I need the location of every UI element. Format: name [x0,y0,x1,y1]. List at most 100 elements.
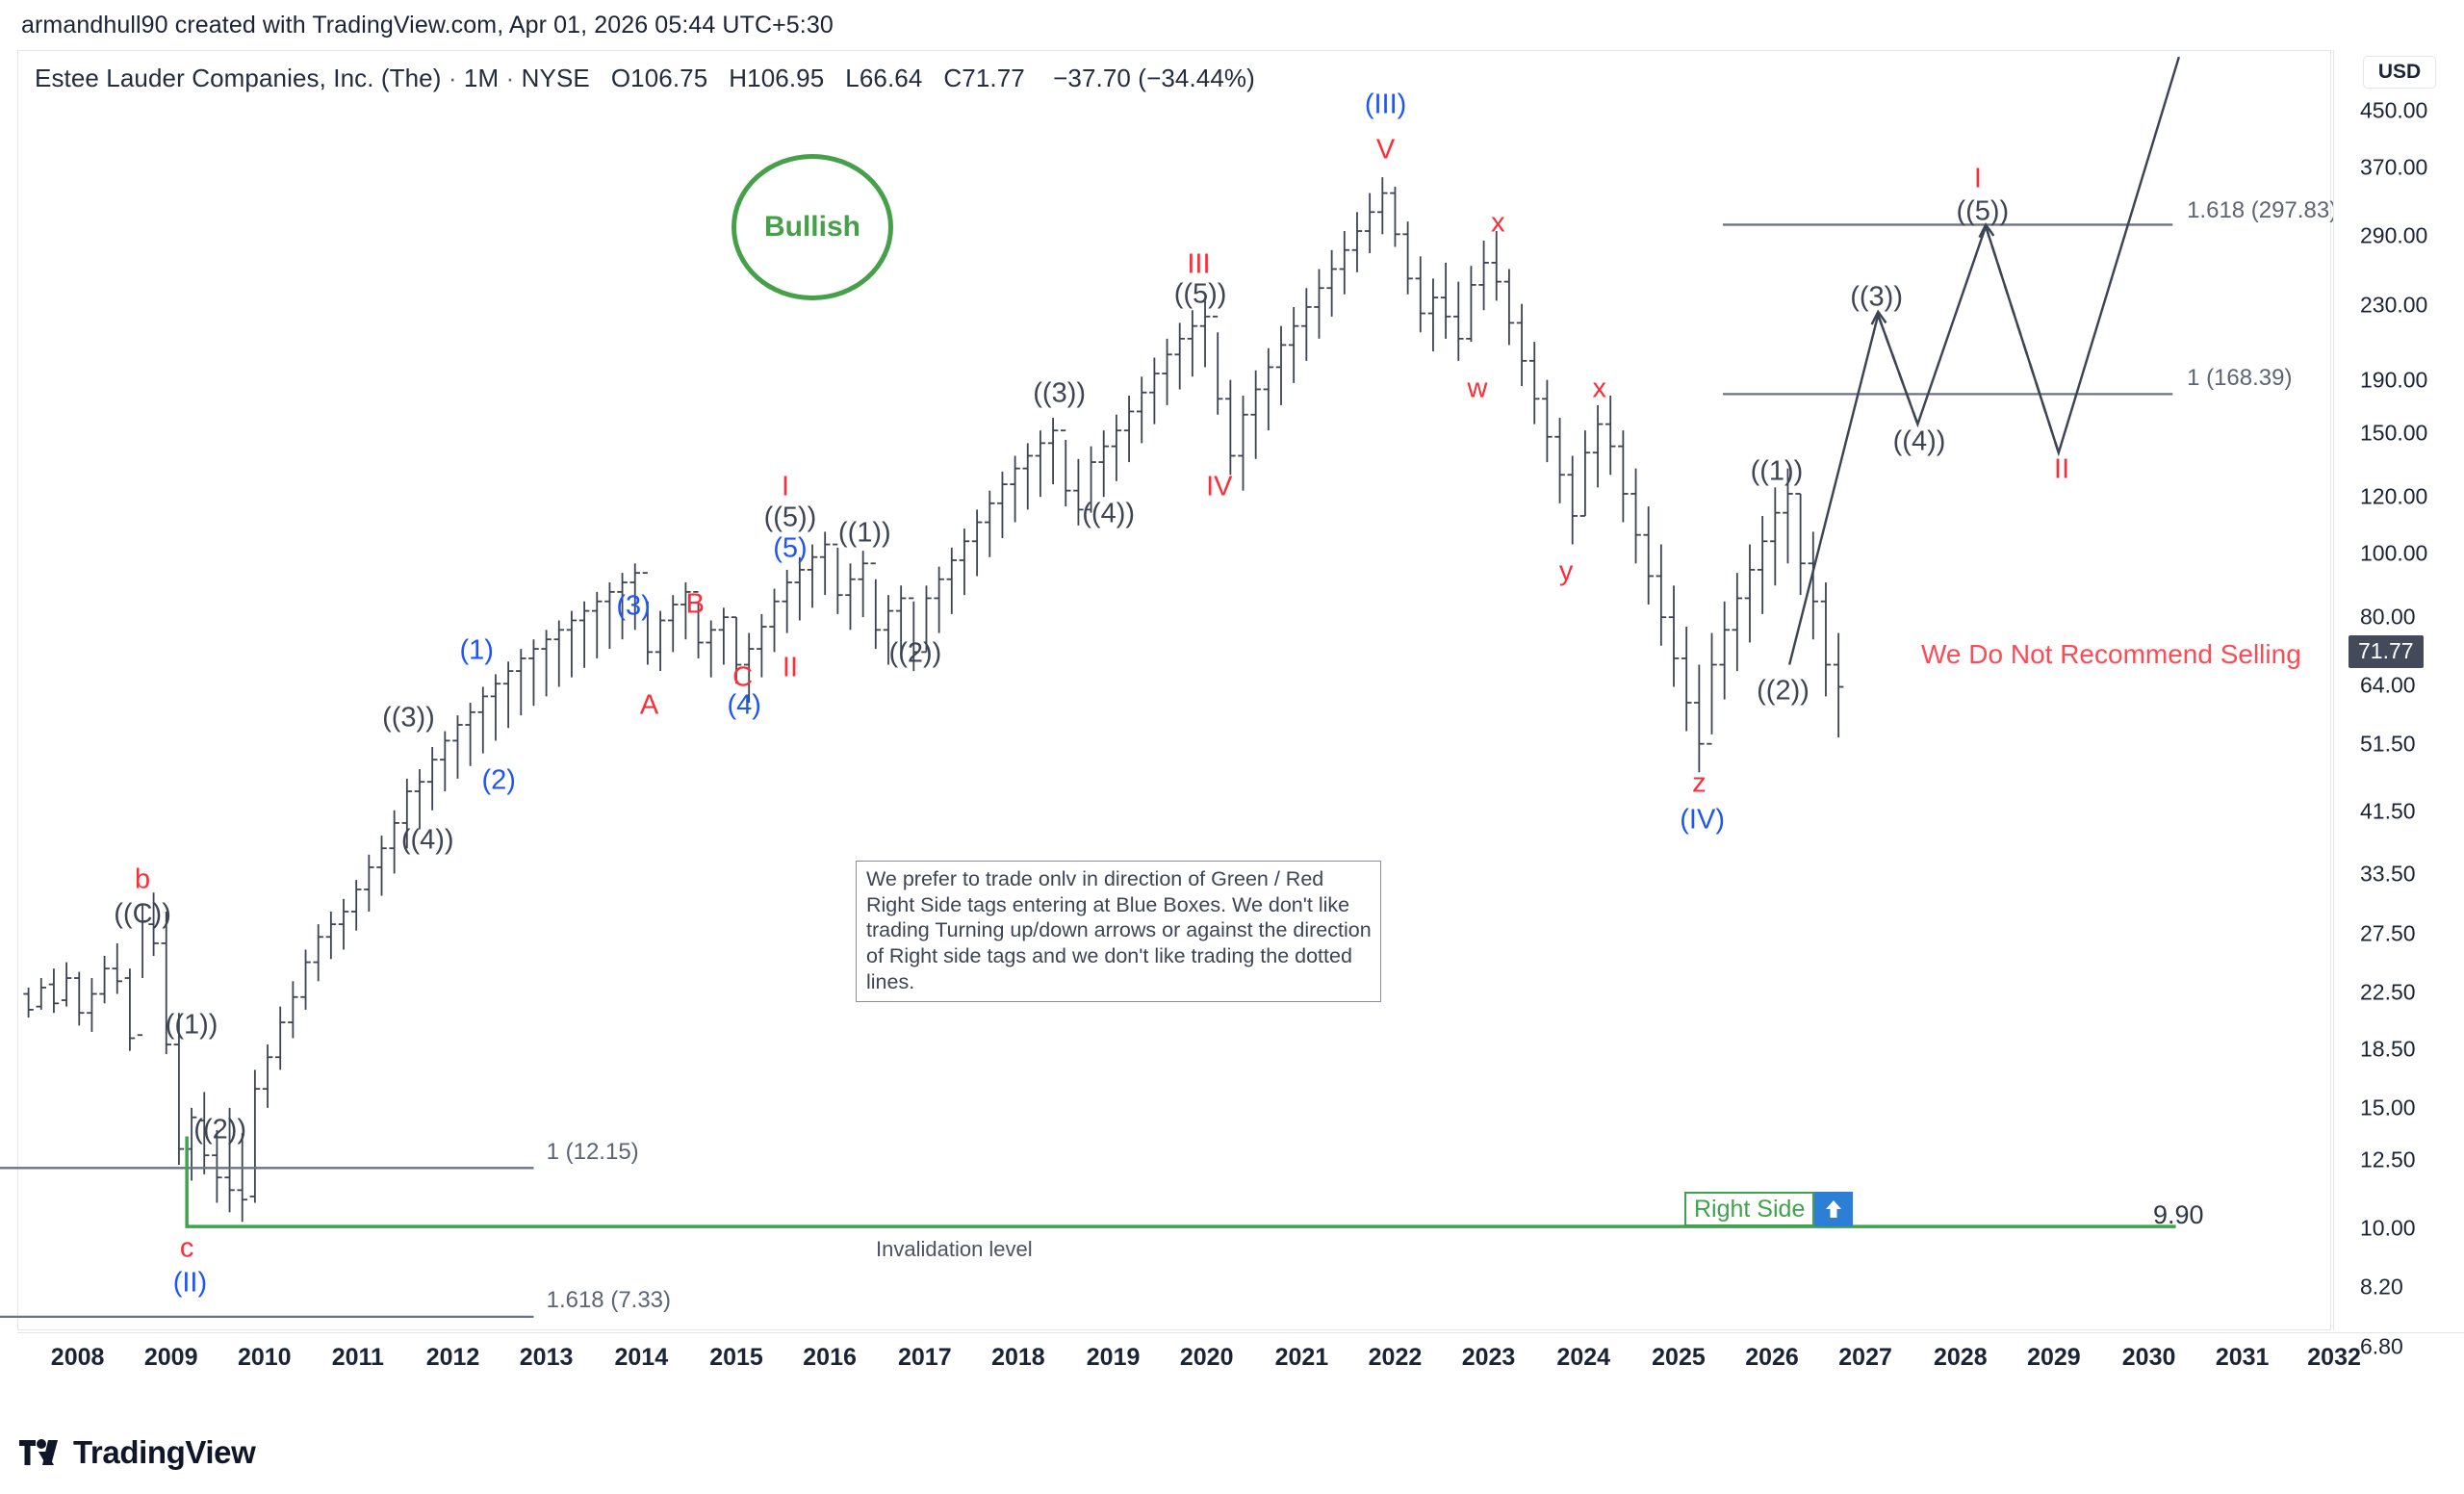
time-tick: 2022 [1368,1344,1423,1371]
price-tick: 18.50 [2360,1036,2416,1062]
wave-label: II [782,652,799,683]
price-tick: 51.50 [2360,731,2416,757]
wave-label: y [1558,555,1574,586]
wave-label: ((2)) [193,1114,247,1146]
wave-label: (2) [481,764,516,796]
legend-symbol-name[interactable]: Estee Lauder Companies, Inc. (The) [35,64,442,92]
time-tick: 2021 [1274,1344,1329,1371]
wave-label: A [639,689,659,721]
wave-label: (1) [459,634,494,666]
time-tick: 2012 [425,1344,480,1371]
tradingview-wordmark: TradingView [73,1434,256,1470]
wave-label: x [1491,207,1505,239]
price-tick: 64.00 [2360,672,2416,698]
time-tick: 2032 [2307,1344,2361,1371]
wave-label: ((5)) [763,502,817,533]
price-tick: 80.00 [2360,604,2416,630]
price-tick: 22.50 [2360,979,2416,1005]
legend-sep-2: · [505,64,515,92]
legend-interval[interactable]: 1M [463,64,500,92]
price-tick: 370.00 [2360,154,2428,180]
price-tick: 10.00 [2360,1215,2416,1241]
arrow-up-icon [1814,1192,1854,1226]
price-tick: 15.00 [2360,1095,2416,1120]
wave-label: (IV) [1680,804,1725,836]
legend-sep-1: · [448,64,457,92]
price-tick: 8.20 [2360,1274,2403,1300]
currency-chip[interactable]: USD [2363,56,2436,89]
wave-label: c [179,1232,194,1264]
time-tick: 2011 [331,1344,384,1371]
time-tick: 2019 [1086,1344,1141,1371]
price-tick: 450.00 [2360,97,2428,123]
wave-label: (II) [172,1267,208,1299]
time-tick: 2029 [2027,1344,2081,1371]
time-tick: 2027 [1838,1344,1892,1371]
time-tick: 2013 [519,1344,574,1371]
bullish-badge: Bullish [732,154,893,300]
bullish-badge-label: Bullish [763,211,860,243]
wave-label: z [1692,767,1707,799]
wave-label: b [134,863,151,895]
price-tick: 27.50 [2360,920,2416,946]
wave-label: ((4)) [1082,498,1136,529]
price-tick: 41.50 [2360,798,2416,824]
time-tick: 2017 [898,1344,952,1371]
price-tick: 230.00 [2360,292,2428,318]
time-tick: 2030 [2121,1344,2176,1371]
time-tick: 2025 [1652,1344,1706,1371]
fib-level-label: 1.618 (7.33) [546,1287,672,1314]
time-tick: 2023 [1461,1344,1516,1371]
price-tick: 33.50 [2360,861,2416,887]
wave-label: II [2054,453,2070,485]
wave-label: ((3)) [1850,281,1903,313]
wave-label: ((3)) [1033,377,1087,409]
price-tick: 290.00 [2360,222,2428,248]
wave-label: C [732,661,754,693]
wave-label: ((2)) [888,637,942,669]
wave-label: ((5)) [1956,195,2010,227]
wave-label: ((1)) [1750,455,1804,487]
price-axis[interactable] [2333,50,2464,1330]
wave-label: w [1467,373,1488,404]
wave-label: III [1187,248,1211,280]
wave-label: (3) [616,590,651,622]
time-axis[interactable] [17,1332,2464,1388]
wave-label: V [1375,134,1396,166]
symbol-legend: Estee Lauder Companies, Inc. (The) · 1M … [35,64,1255,93]
wave-label: IV [1206,471,1233,502]
time-tick: 2031 [2215,1344,2270,1371]
wave-label: B [685,588,705,620]
wave-label: I [782,471,790,502]
time-tick: 2018 [991,1344,1045,1371]
legend-exchange: NYSE [521,64,590,92]
legend-low: L66.64 [845,64,923,92]
wave-label: ((2)) [1757,675,1810,707]
fib-level-label: 1 (12.15) [546,1138,639,1165]
right-side-tag[interactable]: Right Side [1684,1192,1854,1226]
wave-label: ((5)) [1173,278,1227,310]
wave-label: I [1973,163,1982,194]
right-side-tag-label: Right Side [1684,1192,1815,1226]
time-tick: 2015 [709,1344,763,1371]
wave-label: (III) [1364,89,1407,119]
wave-label: ((3)) [382,702,435,734]
current-price-badge: 71.77 [2348,635,2424,669]
price-tick: 6.80 [2360,1333,2403,1359]
time-tick: 2009 [143,1344,198,1371]
price-tick: 12.50 [2360,1146,2416,1172]
legend-open: O106.75 [610,64,708,92]
wave-label: (5) [773,532,808,564]
time-tick: 2010 [237,1344,292,1371]
wave-label: ((4)) [1892,425,1946,457]
time-tick: 2020 [1179,1344,1234,1371]
price-tick: 150.00 [2360,420,2428,446]
attribution-text: armandhull90 created with TradingView.co… [21,12,834,39]
right-side-value: 9.90 [2153,1200,2204,1229]
time-tick: 2028 [1933,1344,1988,1371]
wave-label: (4) [727,689,761,721]
chart-pane [17,50,2331,1330]
time-tick: 2026 [1745,1344,1799,1371]
wave-label: ((1)) [837,517,891,549]
